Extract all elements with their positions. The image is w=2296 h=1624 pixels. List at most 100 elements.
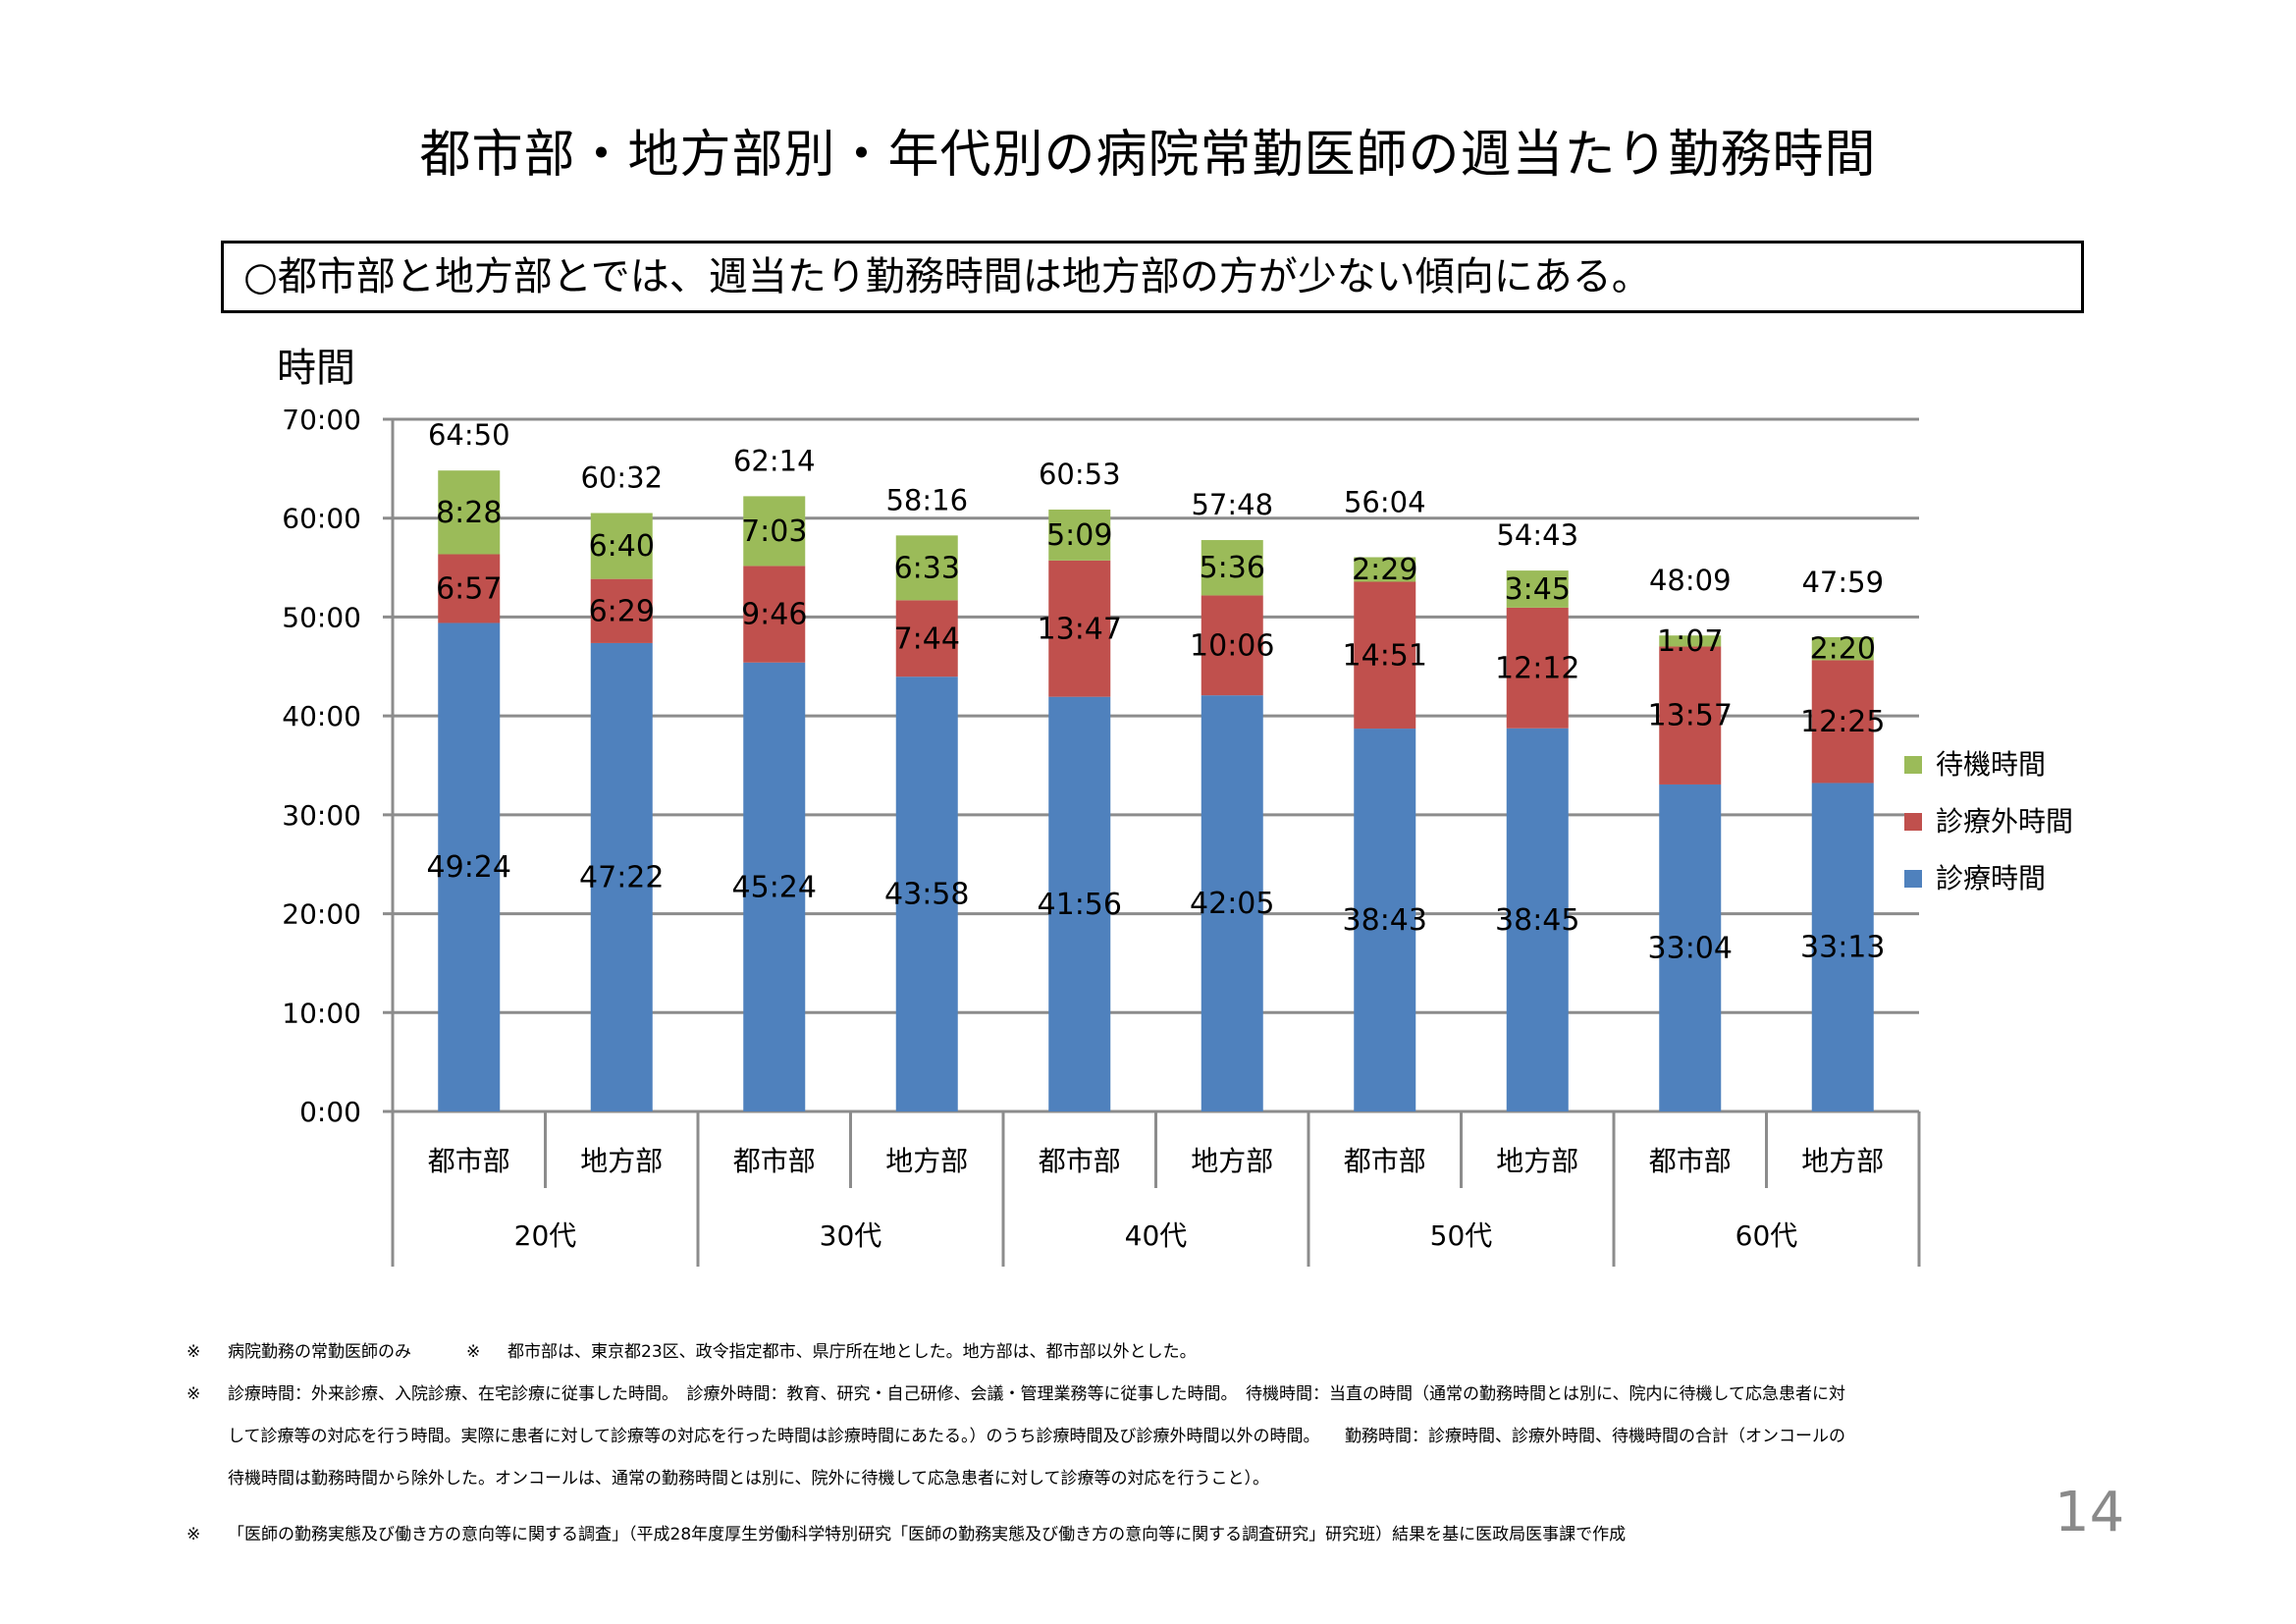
bar-segment: [590, 578, 653, 643]
footnote-1b: 都市部は、東京都23区、政令指定都市、県庁所在地とした。地方部は、都市部以外とし…: [507, 1342, 1197, 1362]
y-tick-label: 10:00: [282, 997, 361, 1029]
bar-segment: [1201, 695, 1263, 1111]
data-label: 9:46: [741, 598, 807, 632]
bar-segment: [1659, 635, 1722, 647]
data-label: 49:24: [427, 850, 511, 885]
data-label: 33:04: [1648, 931, 1733, 965]
summary-box: ○都市部と地方部とでは、週当たり勤務時間は地方部の方が少ない傾向にある。: [221, 241, 2084, 313]
footnotes: ※ 病院勤務の常勤医師のみ ※ 都市部は、東京都23区、政令指定都市、県庁所在地…: [187, 1331, 2130, 1556]
data-label: 12:12: [1495, 651, 1579, 685]
y-axis-title: 時間: [277, 346, 355, 391]
group-label: 60代: [1735, 1219, 1798, 1252]
data-label: 6:40: [589, 529, 655, 564]
bar-segment: [1354, 557, 1416, 582]
data-label: 10:06: [1190, 628, 1274, 663]
data-label: 38:45: [1495, 903, 1579, 938]
data-label: 42:05: [1190, 887, 1274, 921]
legend-swatch: [1904, 756, 1922, 774]
total-label: 60:53: [1039, 458, 1121, 491]
total-label: 64:50: [428, 418, 510, 452]
footnote-2-text: 診療時間：外来診療、入院診療、在宅診療に従事した時間。 診療外時間：教育、研究・…: [228, 1384, 1845, 1404]
footnote-3-text: して診療等の対応を行う時間。実際に患者に対して診療等の対応を行った時間は診療時間…: [228, 1427, 1845, 1446]
total-label: 47:59: [1801, 566, 1884, 599]
data-label: 13:57: [1648, 699, 1733, 733]
total-label: 58:16: [885, 483, 968, 516]
legend-swatch: [1904, 813, 1922, 831]
data-label: 14:51: [1343, 638, 1427, 673]
y-tick-label: 20:00: [282, 898, 361, 931]
total-label: 54:43: [1496, 518, 1578, 552]
bar-segment: [743, 662, 806, 1111]
y-tick-label: 70:00: [282, 404, 361, 436]
data-label: 1:07: [1657, 624, 1723, 659]
page-title: 都市部・地方部別・年代別の病院常勤医師の週当たり勤務時間: [419, 126, 1877, 185]
bar-segment: [895, 677, 958, 1111]
group-label: 40代: [1125, 1219, 1188, 1252]
y-tick-label: 40:00: [282, 700, 361, 732]
data-label: 45:24: [732, 870, 817, 904]
category-label: 地方部: [1496, 1145, 1578, 1177]
total-label: 60:32: [580, 461, 663, 495]
bar-segment: [1811, 660, 1874, 784]
bar-segment: [895, 600, 958, 677]
bar-segment: [1048, 560, 1111, 697]
data-label: 5:09: [1046, 518, 1112, 553]
footnote-source: ※ 「医師の勤務実態及び働き方の意向等に関する調査」（平成28年度厚生労働科学特…: [187, 1514, 2130, 1556]
bar-segment: [590, 642, 653, 1111]
footnote-2: ※ 診療時間：外来診療、入院診療、在宅診療に従事した時間。 診療外時間：教育、研…: [187, 1374, 2130, 1416]
y-tick-label: 0:00: [299, 1096, 361, 1128]
footnote-4-text: 待機時間は勤務時間から除外した。オンコールは、通常の勤務時間とは別に、院外に待機…: [228, 1469, 1269, 1489]
legend-label: 診療外時間: [1936, 805, 2073, 838]
note-mark: ※: [187, 1525, 201, 1544]
note-mark: ※: [187, 1384, 201, 1404]
bar-segment: [1201, 540, 1263, 596]
bar-segment: [590, 513, 653, 579]
footnote-1: ※ 病院勤務の常勤医師のみ ※ 都市部は、東京都23区、政令指定都市、県庁所在地…: [187, 1331, 2130, 1374]
group-label: 50代: [1430, 1219, 1493, 1252]
data-label: 2:29: [1352, 553, 1417, 587]
group-label: 30代: [820, 1219, 882, 1252]
data-label: 41:56: [1038, 888, 1122, 922]
footnote-5-text: 「医師の勤務実態及び働き方の意向等に関する調査」（平成28年度厚生労働科学特別研…: [228, 1525, 1627, 1544]
bar-segment: [438, 470, 501, 555]
data-label: 7:03: [741, 514, 807, 549]
bar-segment: [1506, 570, 1569, 608]
category-label: 地方部: [580, 1145, 663, 1177]
data-label: 6:29: [589, 594, 655, 628]
data-label: 3:45: [1505, 572, 1571, 607]
bar-segment: [895, 535, 958, 601]
group-label: 20代: [514, 1219, 577, 1252]
category-label: 都市部: [428, 1145, 510, 1177]
y-tick-label: 30:00: [282, 799, 361, 832]
page-number: 14: [2055, 1481, 2125, 1544]
bar-segment: [1811, 783, 1874, 1111]
bar-segment: [1354, 729, 1416, 1111]
category-label: 都市部: [733, 1145, 816, 1177]
legend-label: 待機時間: [1936, 748, 2046, 781]
data-label: 5:36: [1200, 551, 1265, 585]
bar-segment: [743, 566, 806, 663]
footnote-2-cont2: 待機時間は勤務時間から除外した。オンコールは、通常の勤務時間とは別に、院外に待機…: [187, 1458, 2130, 1500]
y-tick-label: 60:00: [282, 503, 361, 535]
total-label: 62:14: [733, 444, 816, 477]
note-mark: ※: [466, 1342, 481, 1362]
data-label: 12:25: [1800, 705, 1885, 739]
data-label: 43:58: [884, 878, 969, 912]
bar-segment: [1048, 696, 1111, 1111]
data-label: 8:28: [436, 496, 502, 530]
category-label: 都市部: [1344, 1145, 1426, 1177]
data-label: 6:33: [894, 551, 960, 585]
bar-segment: [438, 623, 501, 1111]
category-label: 地方部: [1801, 1145, 1884, 1177]
bar-segment: [1659, 784, 1722, 1111]
note-mark: ※: [187, 1342, 201, 1362]
bar-segment: [1506, 607, 1569, 729]
category-label: 地方部: [885, 1145, 968, 1177]
data-label: 7:44: [894, 622, 960, 656]
bar-segment: [743, 496, 806, 567]
y-tick-label: 50:00: [282, 601, 361, 633]
legend-label: 診療時間: [1936, 862, 2046, 894]
category-label: 地方部: [1191, 1145, 1273, 1177]
bar-segment: [438, 554, 501, 623]
